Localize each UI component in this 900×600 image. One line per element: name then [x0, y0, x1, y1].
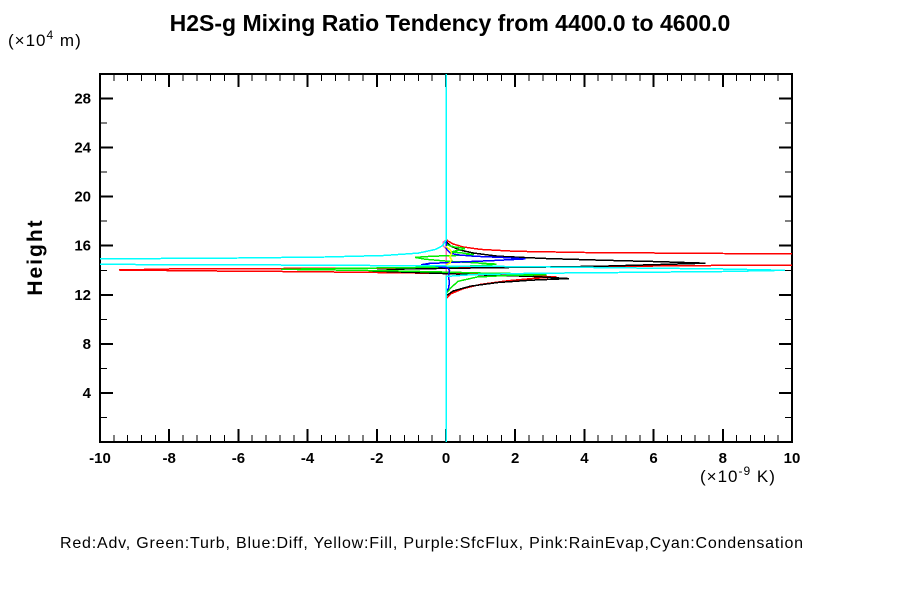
y-axis-title: Height	[24, 218, 47, 295]
y-tick-label: 24	[74, 140, 91, 157]
x-tick-label: 0	[442, 450, 450, 467]
series-color-legend: Red:Adv, Green:Turb, Blue:Diff, Yellow:F…	[60, 535, 804, 552]
series-diff	[420, 74, 526, 442]
y-tick-label: 4	[83, 385, 92, 402]
y-tick-label: 28	[74, 91, 91, 108]
x-axis-unit-label: (×10-9 K)	[700, 464, 776, 486]
series-condensation	[100, 74, 786, 442]
series-turb	[280, 74, 547, 442]
series-fill	[445, 245, 453, 266]
y-tick-label: 12	[74, 287, 91, 304]
x-tick-label: -4	[301, 450, 315, 467]
x-tick-label: 4	[580, 450, 589, 467]
x-tick-label: 8	[719, 450, 727, 467]
x-tick-label: -6	[232, 450, 245, 467]
y-tick-label: 8	[83, 336, 91, 353]
x-tick-label: 2	[511, 450, 519, 467]
chart-title: H2S-g Mixing Ratio Tendency from 4400.0 …	[170, 10, 731, 36]
x-tick-label: -8	[163, 450, 176, 467]
series-adv	[118, 74, 792, 442]
y-tick-label: 20	[74, 189, 91, 206]
x-tick-label: 10	[784, 450, 801, 467]
x-tick-label: 6	[649, 450, 657, 467]
y-tick-label: 16	[74, 238, 91, 255]
series-lines	[100, 74, 792, 442]
y-axis-unit-label: (×104 m)	[8, 28, 82, 50]
x-tick-label: -10	[89, 450, 111, 467]
x-tick-label: -2	[370, 450, 383, 467]
